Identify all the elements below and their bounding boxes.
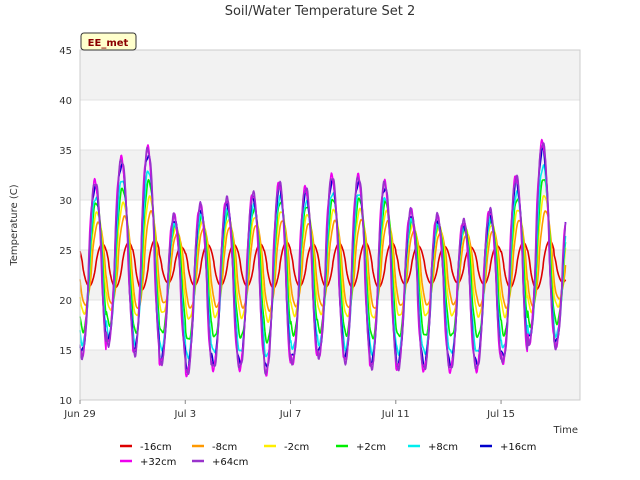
y-tick-label: 10 (59, 396, 72, 407)
y-tick-label: 20 (59, 296, 72, 307)
y-tick-label: 30 (59, 196, 72, 207)
x-tick-label: Jun 29 (63, 409, 96, 420)
legend-label: -8cm (212, 442, 237, 453)
y-axis-title: Temperature (C) (9, 184, 20, 266)
legend-label: +32cm (140, 457, 176, 468)
plot-background (80, 50, 580, 400)
legend-label: +2cm (356, 442, 386, 453)
x-axis-ticks: Jun 29 Jul 3 Jul 7 Jul 11 Jul 15 (63, 400, 515, 420)
site-badge: EE_met (80, 32, 137, 51)
y-tick-label: 15 (59, 346, 72, 357)
badge-label: EE_met (88, 38, 129, 49)
y-tick-label: 35 (59, 146, 72, 157)
badge-box (80, 32, 137, 51)
y-axis-ticks: 10 15 20 25 30 35 40 45 (59, 46, 72, 407)
chart-title: Soil/Water Temperature Set 2 (225, 4, 416, 19)
x-tick-label: Jul 15 (486, 409, 515, 420)
y-tick-label: 45 (59, 46, 72, 57)
y-tick-label: 40 (59, 96, 72, 107)
grid-band (80, 50, 580, 100)
series-line-+64cm (79, 142, 567, 376)
legend-label: +8cm (428, 442, 458, 453)
x-axis-title: Time (553, 425, 578, 436)
legend-label: -16cm (140, 442, 172, 453)
y-tick-label: 25 (59, 246, 72, 257)
legend-label: +16cm (500, 442, 536, 453)
plot-border (79, 49, 581, 401)
legend-label: -2cm (284, 442, 309, 453)
series-lines (79, 138, 567, 378)
legend-label: +64cm (212, 457, 248, 468)
x-tick-label: Jul 7 (279, 409, 302, 420)
x-tick-label: Jul 11 (381, 409, 410, 420)
x-tick-label: Jul 3 (173, 409, 196, 420)
legend: -16cm -8cm -2cm +2cm +8cm +16cm +32cm +64cm (120, 442, 536, 468)
